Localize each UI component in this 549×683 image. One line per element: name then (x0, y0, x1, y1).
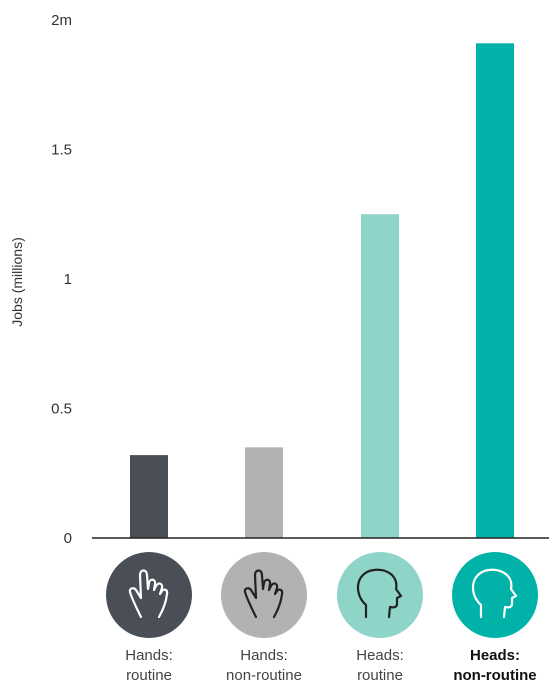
category-icons (106, 552, 538, 638)
category-label-line2: routine (126, 667, 172, 683)
hand-icon (106, 552, 192, 638)
y-axis-title: Jobs (millions) (9, 237, 25, 326)
category-label-line1: Heads: (356, 647, 404, 664)
bar (245, 447, 283, 538)
category-label-line1: Hands: (240, 647, 288, 664)
y-tick-label: 0 (64, 530, 72, 547)
category-labels: Hands: routine Hands: non-routine Heads: rout… (125, 647, 536, 683)
y-tick-label: 1 (64, 271, 72, 288)
hand-icon (221, 552, 307, 638)
head-icon (452, 552, 538, 638)
bar (130, 455, 168, 538)
category-label-line2: routine (357, 667, 403, 683)
category-label-line2: non-routine (226, 667, 302, 683)
category-label-line2: non-routine (453, 667, 536, 683)
category-label-line1: Hands: (125, 647, 173, 664)
bar (476, 43, 514, 539)
bars (130, 43, 514, 539)
y-tick-label: 2m (51, 12, 72, 29)
y-tick-label: 1.5 (51, 142, 72, 159)
y-tick-label: 0.5 (51, 401, 72, 418)
bar (361, 214, 399, 538)
head-icon (337, 552, 423, 638)
y-axis-ticks: 0 0.5 1 1.5 2m (51, 12, 72, 547)
category-label-line1: Heads: (470, 647, 520, 664)
